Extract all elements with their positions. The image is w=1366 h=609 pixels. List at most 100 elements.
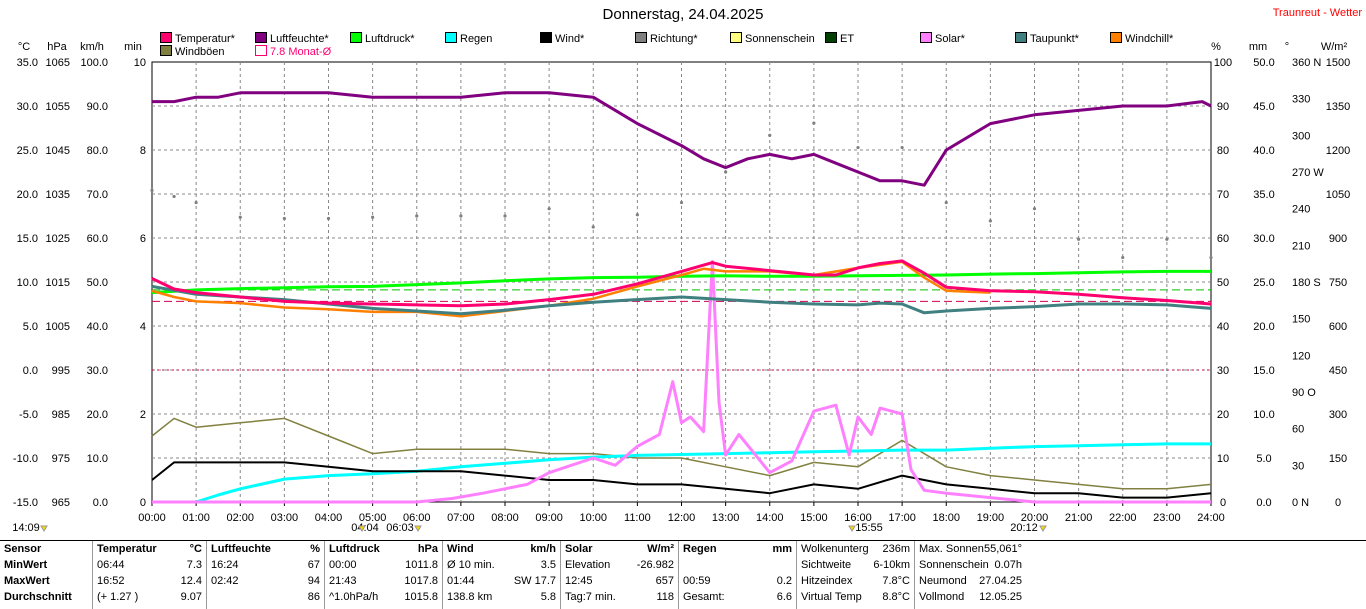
direction-point — [1209, 255, 1213, 260]
stats-hum-header: Luftfeuchte — [211, 543, 271, 555]
axis-direction-label: 180 S — [1292, 277, 1321, 289]
series-line-taupunkt — [151, 284, 1212, 316]
axis-solar-label: 150 — [1329, 453, 1347, 465]
axis-wind-label: 70.0 — [87, 189, 108, 201]
stats-rain-unit: mm — [772, 543, 792, 555]
stats-temp-trend: (+ 1.27 ) — [97, 591, 139, 603]
direction-point — [900, 145, 904, 150]
legend-item[interactable]: Solar* — [920, 32, 965, 45]
stats-virtualtemp: 8.8°C — [882, 591, 910, 603]
x-tick-label: 14:00 — [756, 512, 784, 524]
axis-humidity-label: 60 — [1217, 233, 1229, 245]
x-tick-label: 09:00 — [535, 512, 563, 524]
legend-item[interactable]: Sonnenschein — [730, 32, 815, 45]
legend-label: Solar* — [935, 33, 965, 45]
axis-pressure-label: 1025 — [46, 233, 70, 245]
axis-wind-label: 60.0 — [87, 233, 108, 245]
sun-marker-icon — [358, 525, 366, 532]
direction-point — [679, 200, 684, 205]
legend-label: Temperatur* — [175, 33, 235, 45]
direction-point — [768, 133, 772, 137]
x-tick-label: 24:00 — [1197, 512, 1225, 524]
legend-item[interactable]: Taupunkt* — [1015, 32, 1079, 45]
axis-pressure-label: 985 — [52, 409, 70, 421]
axis-temp-label: -15.0 — [13, 497, 38, 509]
direction-point — [282, 216, 286, 221]
stats-maxsun-label: Max. Sonnen — [919, 543, 984, 555]
stats-press-trend: ^1.0hPa/h — [329, 591, 379, 603]
axis-unit-left: min — [124, 41, 142, 53]
x-tick-label: 20:00 — [1021, 512, 1049, 524]
axis-temp-label: 35.0 — [17, 57, 38, 69]
direction-point — [1121, 255, 1125, 260]
axis-rain-label: 25.0 — [1253, 277, 1274, 289]
stats-maxsun: 55,061° — [983, 543, 1022, 555]
legend-item[interactable]: Luftfeuchte* — [255, 32, 329, 45]
legend-swatch — [445, 32, 457, 43]
axis-humidity-label: 50 — [1217, 277, 1229, 289]
stats-sensor-avg: Durchschnitt — [4, 591, 72, 603]
stats-solar-avg: 118 — [656, 591, 674, 603]
axis-wind-label: 20.0 — [87, 409, 108, 421]
legend-label: Windböen — [175, 46, 225, 58]
stats-sensor-min: MinWert — [4, 559, 48, 571]
legend-swatch — [160, 32, 172, 43]
direction-point — [1077, 237, 1081, 241]
legend-swatch — [635, 32, 647, 43]
series-line-windben — [151, 417, 1212, 490]
axis-unit-left: hPa — [47, 41, 67, 53]
axis-wind-label: 50.0 — [87, 277, 108, 289]
sun-marker-icon — [1039, 525, 1047, 532]
legend-item[interactable]: Regen — [445, 32, 492, 45]
legend-item[interactable]: Luftdruck* — [350, 32, 415, 45]
legend-swatch — [255, 32, 267, 43]
legend-swatch — [730, 32, 742, 43]
legend-label: Luftdruck* — [365, 33, 415, 45]
axis-unit-right: W/m² — [1321, 41, 1348, 53]
axis-rain-label: 35.0 — [1253, 189, 1274, 201]
axis-unit-right: ° — [1285, 41, 1289, 53]
axis-humidity-label: 90 — [1217, 101, 1229, 113]
axis-pressure-label: 1055 — [46, 101, 70, 113]
x-tick-label: 06:00 — [403, 512, 431, 524]
direction-point — [326, 216, 331, 221]
axis-direction-label: 270 W — [1292, 167, 1324, 179]
marker-time-label: 14:09 — [12, 522, 40, 534]
stats-press-min-time: 00:00 — [329, 559, 357, 571]
x-tick-label: 19:00 — [977, 512, 1005, 524]
axis-solar-label: 300 — [1329, 409, 1347, 421]
legend-label: Windchill* — [1125, 33, 1174, 45]
legend-item[interactable]: ET — [825, 32, 854, 45]
stats-wind-unit: km/h — [530, 543, 556, 555]
legend-item[interactable]: Temperatur* — [160, 32, 235, 45]
legend-item[interactable]: Windböen — [160, 45, 225, 58]
x-tick-label: 01:00 — [182, 512, 210, 524]
axis-temp-label: 30.0 — [17, 101, 38, 113]
legend-item[interactable]: Richtung* — [635, 32, 698, 45]
stats-wind-run: 138.8 km — [447, 591, 493, 603]
x-tick-label: 05:00 — [359, 512, 387, 524]
stats-panel: Sensor MinWert MaxWert Durchschnitt Temp… — [0, 540, 1366, 609]
axis-solar-label: 1200 — [1326, 145, 1350, 157]
marker-sunrise-label: 06:03 — [386, 522, 414, 534]
stats-solar-elev: -26.982 — [636, 559, 674, 571]
stats-solar-day: Tag:7 min. — [565, 591, 616, 603]
stats-press-max: 1017.8 — [404, 575, 438, 587]
x-tick-label: 13:00 — [712, 512, 740, 524]
axis-rain-label: 10.0 — [1253, 409, 1274, 421]
axis-rain-label: 30.0 — [1253, 233, 1274, 245]
x-tick-label: 16:00 — [844, 512, 872, 524]
legend-item[interactable]: Windchill* — [1110, 32, 1173, 45]
stats-heatindex: 7.8°C — [882, 575, 910, 587]
legend-item[interactable]: Wind* — [540, 32, 584, 45]
x-tick-label: 21:00 — [1065, 512, 1093, 524]
stats-rain-max: 0.2 — [776, 575, 792, 587]
x-tick-label: 04:00 — [315, 512, 343, 524]
marker-moonset-label: 04:04 — [351, 522, 379, 534]
stats-solar-max-time: 12:45 — [565, 575, 593, 587]
axis-rain-label: 0.0 — [1256, 497, 1271, 509]
legend-swatch — [825, 32, 837, 43]
axis-direction-label: 240 — [1292, 204, 1310, 216]
legend-item[interactable]: 7.8 Monat-Ø — [255, 45, 331, 58]
axis-pressure-label: 1065 — [46, 57, 70, 69]
